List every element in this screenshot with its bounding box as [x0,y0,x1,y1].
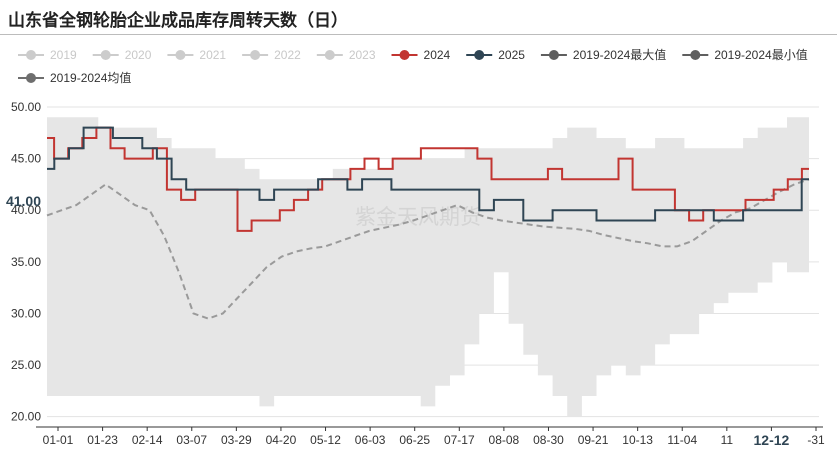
series-line-2025 [47,126,809,222]
y-tick-label: 40.00 [11,203,41,217]
x-tick-label: 01-01 [43,433,74,447]
x-tick-label: 07-17 [444,433,475,447]
legend: 2019 2020 2021 2022 2023 2024 2025 2019-2024最大值… [18,47,808,85]
y-tick-label: 25.00 [11,358,41,372]
max-min-band [47,117,809,417]
x-tick-label: 09-21 [578,433,609,447]
legend-label: 2025 [498,48,525,62]
legend-marker [474,50,485,60]
x-tick-label: 02-14 [132,433,163,447]
x-tick-label: 11-04 [667,433,697,447]
legend-item-2020[interactable]: 2020 [92,48,152,62]
y-tick-label: 20.00 [11,410,41,424]
x-pointer-label: 12-12 [754,432,790,448]
x-tick-label: 10-13 [622,433,653,447]
legend-item-2023[interactable]: 2023 [316,48,376,62]
x-tick-label: 05-12 [310,433,341,447]
x-tick-label: 11 [721,433,734,447]
legend-label: 2019 [50,48,77,62]
y-pointer-label: 41.00 [6,193,41,209]
x-tick-label: 06-03 [355,433,386,447]
axis-pointers: 12-12 41.00 [6,193,790,448]
legend-marker [250,50,261,60]
x-tick-label: 04-20 [266,433,297,447]
y-axis: 20.00 25.00 30.00 35.00 40.00 45.00 50.00 [11,100,41,424]
legend-marker [548,50,559,60]
legend-item-2025[interactable]: 2025 [466,48,525,62]
legend-label: 2019-2024均值 [50,70,131,85]
legend-item-2019-2024最大值[interactable]: 2019-2024最大值 [540,47,666,62]
legend-marker [324,50,335,60]
legend-label: 2023 [349,48,376,62]
x-tick-label: 08-30 [533,433,564,447]
legend-marker [175,50,186,60]
legend-label: 2024 [424,48,451,62]
legend-label: 2019-2024最大值 [573,47,666,62]
legend-item-2019-2024最小值[interactable]: 2019-2024最小值 [682,47,808,62]
watermark: 紫金天风期货 [355,206,481,229]
x-tick-label: -31 [807,433,825,447]
legend-label: 2019-2024最小值 [714,47,807,62]
legend-label: 2021 [199,48,226,62]
legend-label: 2020 [125,48,152,62]
legend-item-2024[interactable]: 2024 [391,48,451,62]
series-lines [46,126,810,320]
x-tick-label: 01-23 [87,433,118,447]
y-tick-label: 45.00 [11,152,41,166]
legend-marker [100,50,111,60]
legend-marker [26,50,36,60]
band-area [47,117,809,417]
chart-title: 山东省全钢轮胎企业成品库存周转天数（日） [8,11,348,30]
legend-item-2019[interactable]: 2019 [18,48,77,62]
x-tick-label: 03-07 [176,433,207,447]
series-line-2024 [47,126,809,232]
legend-item-2022[interactable]: 2022 [242,48,301,62]
title-divider [0,34,837,35]
x-tick-label: 03-29 [221,433,252,447]
x-tick-label: 06-25 [399,433,430,447]
legend-item-2019-2024均值[interactable]: 2019-2024均值 [18,70,131,85]
legend-label: 2022 [274,48,301,62]
series-line-average [46,178,810,320]
y-tick-label: 35.00 [11,255,41,269]
legend-marker [26,73,36,83]
legend-marker [399,50,410,60]
y-tick-label: 30.00 [11,306,41,320]
y-tick-label: 50.00 [11,100,41,114]
legend-item-2021[interactable]: 2021 [167,48,226,62]
x-tick-label: 08-08 [489,433,520,447]
x-axis: 01-01 01-23 02-14 03-07 03-29 04-20 05-12 06-03… [36,426,825,447]
legend-marker [690,50,701,60]
